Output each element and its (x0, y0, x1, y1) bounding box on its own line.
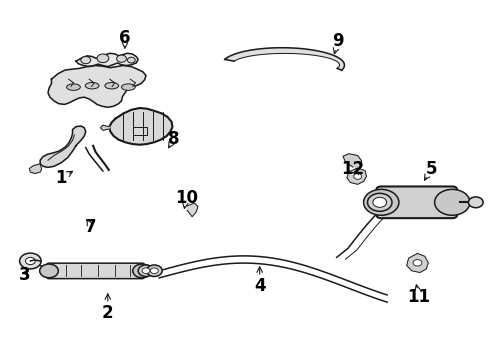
Circle shape (468, 197, 483, 208)
Circle shape (138, 265, 154, 276)
Circle shape (435, 189, 470, 215)
Text: 12: 12 (341, 160, 365, 178)
Text: 7: 7 (85, 218, 97, 236)
Circle shape (25, 257, 35, 265)
Text: 1: 1 (55, 169, 67, 187)
Text: 8: 8 (168, 130, 180, 148)
Text: 10: 10 (175, 189, 197, 207)
Text: 4: 4 (254, 277, 266, 295)
Circle shape (373, 197, 387, 207)
Polygon shape (347, 168, 367, 184)
FancyBboxPatch shape (376, 186, 457, 218)
Circle shape (127, 57, 135, 63)
Polygon shape (40, 126, 86, 167)
Ellipse shape (67, 84, 80, 90)
Polygon shape (225, 48, 344, 70)
Circle shape (117, 55, 126, 62)
Text: 6: 6 (119, 29, 131, 47)
Circle shape (150, 268, 158, 274)
Polygon shape (76, 53, 138, 67)
Polygon shape (343, 154, 362, 167)
Ellipse shape (122, 84, 135, 90)
Polygon shape (407, 253, 428, 273)
Ellipse shape (105, 82, 119, 89)
Circle shape (40, 264, 58, 278)
Polygon shape (187, 203, 198, 217)
Text: 3: 3 (19, 266, 30, 284)
Circle shape (364, 189, 399, 215)
Circle shape (142, 268, 150, 274)
Polygon shape (109, 108, 172, 145)
Text: 2: 2 (102, 304, 114, 322)
FancyBboxPatch shape (47, 263, 144, 279)
Text: 11: 11 (408, 288, 430, 306)
Polygon shape (100, 125, 109, 130)
Circle shape (147, 265, 162, 276)
Circle shape (133, 264, 151, 278)
Circle shape (354, 174, 362, 179)
Ellipse shape (85, 82, 99, 89)
Polygon shape (48, 66, 146, 107)
Circle shape (413, 260, 422, 266)
Text: 9: 9 (332, 32, 344, 50)
Polygon shape (29, 164, 42, 174)
Text: 5: 5 (425, 160, 437, 178)
Circle shape (81, 57, 91, 64)
Circle shape (97, 54, 109, 63)
Circle shape (368, 193, 392, 211)
Circle shape (20, 253, 41, 269)
